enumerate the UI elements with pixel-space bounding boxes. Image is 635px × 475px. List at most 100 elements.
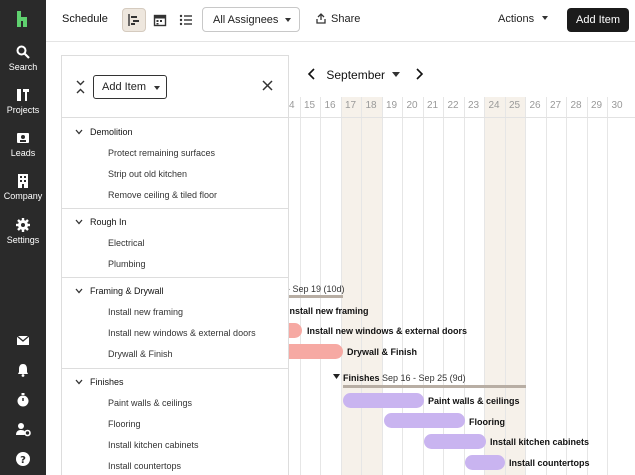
leads-icon (17, 133, 29, 143)
chevron-down-icon[interactable] (392, 72, 401, 78)
chevron-down-icon (542, 16, 549, 20)
task-item[interactable]: Plumbing (108, 259, 146, 269)
list-view-button[interactable] (174, 8, 198, 32)
nav-label: Projects (6, 105, 40, 115)
day-column (463, 97, 485, 475)
task-item[interactable]: Install countertops (108, 461, 182, 471)
gear-icon (16, 218, 30, 232)
gantt-bar-finishes[interactable] (424, 434, 486, 449)
assignee-select[interactable]: All Assignees (202, 7, 300, 32)
day-column (586, 97, 608, 475)
add-item-button[interactable]: Add Item (567, 8, 629, 32)
timer-icon[interactable] (15, 392, 31, 408)
day-number: 22 (447, 100, 459, 111)
user-settings-icon[interactable] (15, 421, 31, 437)
day-column (525, 97, 546, 475)
assignee-select-value: All Assignees (213, 14, 279, 26)
day-header-divider (287, 117, 635, 118)
help-icon[interactable]: ? (15, 451, 31, 467)
task-item[interactable]: Protect remaining surfaces (108, 148, 216, 158)
bar-label: Flooring (469, 417, 505, 427)
add-item-dropdown[interactable]: Add Item (93, 75, 167, 99)
day-column (320, 97, 341, 475)
share-button[interactable]: Share (316, 7, 360, 32)
task-item[interactable]: Install kitchen cabinets (108, 440, 199, 450)
collapse-triangle-icon[interactable] (333, 374, 340, 380)
gantt-view-button[interactable] (122, 8, 146, 32)
group-toggle[interactable]: Demolition (75, 127, 133, 137)
list-icon (179, 14, 192, 26)
task-item[interactable]: Install new framing (108, 307, 184, 317)
calendar-view-button[interactable] (148, 8, 172, 32)
nav-item-leads[interactable]: Leads (0, 130, 46, 158)
group-toggle[interactable]: Finishes (75, 377, 124, 387)
chevron-left-icon[interactable] (307, 68, 317, 80)
day-column (607, 97, 628, 475)
day-number: 25 (508, 100, 521, 111)
finishes-summary-line (343, 385, 526, 388)
day-number: 18 (365, 100, 377, 111)
nav-item-settings[interactable]: Settings (0, 217, 46, 245)
nav-item-projects[interactable]: Projects (0, 87, 46, 115)
gantt-bar-finishes[interactable] (465, 455, 505, 470)
day-number: 24 (488, 100, 500, 111)
day-column (402, 97, 423, 475)
finishes-summary-dates: Sep 16 - Sep 25 (9d) (382, 373, 466, 383)
calendar-icon (153, 14, 167, 27)
month-label[interactable]: September (326, 68, 386, 82)
nav-item-search[interactable]: Search (0, 44, 46, 72)
gantt-bar-framing[interactable] (287, 323, 302, 338)
day-number: 28 (570, 100, 582, 111)
gantt-bar-finishes[interactable] (343, 393, 424, 408)
chevron-right-icon[interactable] (414, 68, 424, 80)
bar-label: Drywall & Finish (347, 347, 418, 357)
day-number: 19 (385, 100, 398, 111)
gantt-icon (128, 14, 139, 26)
gantt-timeline: September 14 15 16 17 18 19 20 21 22 23 24 25 26 27 28… (287, 42, 635, 475)
close-icon[interactable] (262, 80, 273, 91)
mail-icon[interactable] (15, 332, 31, 348)
gantt-bar-framing[interactable] (287, 344, 343, 359)
task-item[interactable]: Install new windows & external doors (108, 328, 256, 338)
collapse-all-icon[interactable] (76, 80, 85, 94)
task-item[interactable]: Drywall & Finish (108, 349, 173, 359)
day-number: 30 (611, 100, 623, 111)
task-item[interactable]: Electrical (108, 238, 145, 248)
day-column (422, 97, 444, 475)
day-number: 21 (426, 100, 439, 111)
bell-icon[interactable] (15, 362, 31, 378)
bar-label: Paint walls & ceilings (428, 396, 520, 406)
bar-label: Install kitchen cabinets (490, 437, 590, 447)
day-column (340, 97, 361, 475)
nav-item-company[interactable]: Company (0, 173, 46, 201)
day-number: 27 (549, 100, 562, 111)
task-group-demolition: Demolition Protect remaining surfaces St… (62, 118, 288, 209)
logo-icon[interactable] (13, 9, 33, 29)
gantt-bar-finishes[interactable] (384, 413, 465, 428)
task-item[interactable]: Remove ceiling & tiled floor (108, 190, 218, 200)
task-item[interactable]: Strip out old kitchen (108, 169, 188, 179)
chevron-down-icon (75, 379, 83, 385)
day-column (299, 97, 321, 475)
actions-menu[interactable]: Actions (498, 13, 549, 25)
task-item[interactable]: Paint walls & ceilings (108, 398, 193, 408)
day-number: 14 (287, 100, 295, 111)
day-column (361, 97, 382, 475)
panel-header: Add Item (62, 56, 288, 118)
day-number: 16 (324, 100, 336, 111)
day-column (504, 97, 525, 475)
group-toggle[interactable]: Rough In (75, 217, 127, 227)
task-item[interactable]: Flooring (108, 419, 141, 429)
day-number: 20 (406, 100, 418, 111)
projects-icon (17, 89, 29, 101)
task-group-rough-in: Rough In Electrical Plumbing (62, 209, 288, 278)
framing-summary-dates: - Sep 19 (10d) (287, 284, 345, 294)
group-name: Rough In (90, 217, 127, 227)
group-name: Demolition (90, 127, 133, 137)
page-title: Schedule (62, 13, 108, 25)
nav-label: Search (8, 62, 38, 72)
add-item-dropdown-label: Add Item (102, 81, 147, 93)
group-toggle[interactable]: Framing & Drywall (75, 286, 164, 296)
bar-label: Install new windows & external doors (307, 326, 468, 336)
nav-label: Leads (10, 148, 36, 158)
